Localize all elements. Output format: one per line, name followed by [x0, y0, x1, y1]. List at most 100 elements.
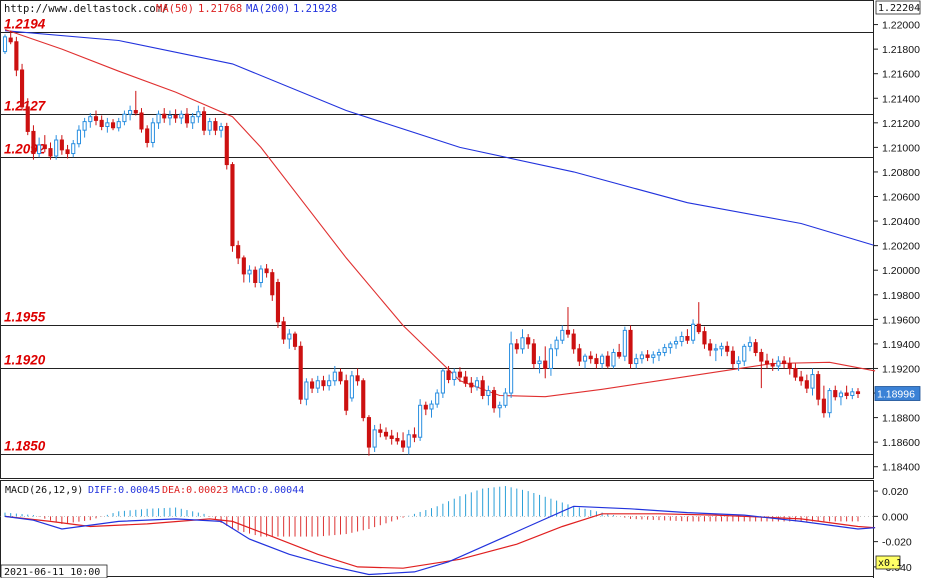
candle-body	[389, 435, 394, 439]
candle-body	[497, 404, 502, 409]
candle-body	[429, 403, 434, 410]
candle-body	[423, 404, 428, 410]
price-tick-label: 1.20400	[882, 216, 920, 228]
macd-axis-ticks: 0.0200.000-0.020-0.040	[873, 486, 912, 574]
candle-body	[93, 116, 99, 121]
candle-body	[54, 139, 59, 157]
candle-body	[236, 245, 241, 259]
price-tick-label: 1.22000	[882, 20, 920, 32]
candle-body	[668, 343, 673, 349]
candle-body	[622, 329, 627, 357]
candle-body	[543, 360, 548, 369]
price-tick-label: 1.19600	[882, 314, 920, 326]
candle-body	[742, 345, 747, 362]
candle-body	[190, 116, 195, 124]
price-tick-label: 1.20800	[882, 167, 920, 179]
price-tick-label: 1.18600	[882, 437, 920, 449]
candle-body	[582, 355, 588, 362]
candle-body	[509, 343, 514, 394]
candle-body	[14, 41, 19, 71]
candle-body	[315, 380, 320, 389]
candle-body	[401, 440, 406, 448]
header-ma200-value: 1.21928	[293, 3, 337, 15]
candle-body	[219, 126, 224, 131]
candle-body	[656, 351, 662, 356]
candle-body	[605, 355, 610, 367]
candle-body	[537, 360, 542, 365]
level-label: 1.2194	[4, 17, 46, 32]
timestamp-label: 2021-06-11 10:00	[4, 567, 100, 578]
zoom-label[interactable]: x0.1	[878, 558, 902, 569]
candle-body	[133, 110, 138, 114]
macd-tick-label: 0.000	[882, 511, 908, 523]
candle-body	[361, 380, 366, 419]
candle-body	[469, 382, 474, 388]
candle-body	[264, 268, 269, 274]
level-label: 1.1850	[4, 439, 46, 454]
candle-body	[213, 121, 218, 131]
price-tick-label: 1.18400	[882, 462, 920, 474]
candle-body	[588, 355, 593, 360]
header-source: http://www.deltastock.com/	[4, 3, 168, 15]
macd-tick-label: 0.020	[882, 486, 908, 498]
candle-body	[110, 122, 116, 129]
candle-body	[725, 345, 730, 352]
candle-body	[298, 345, 303, 400]
candle-body	[31, 130, 36, 155]
candle-body	[196, 111, 201, 118]
candle-body	[696, 323, 701, 333]
candle-body	[491, 390, 497, 409]
macd-tick-label: -0.020	[882, 537, 912, 549]
candle-body	[838, 392, 844, 398]
candle-body	[645, 354, 650, 358]
candle-body	[270, 272, 275, 296]
candle-body	[816, 374, 821, 400]
candle-body	[122, 113, 127, 123]
candle-body	[617, 351, 622, 357]
candle-body	[332, 371, 337, 382]
candle-body	[440, 370, 445, 394]
price-tick-label: 1.20000	[882, 265, 920, 277]
candle-body	[503, 392, 508, 406]
candle-body	[287, 333, 292, 340]
macd-macd-label: MACD:0.00044	[232, 485, 304, 496]
candle-body	[179, 113, 184, 119]
candle-body	[730, 350, 735, 365]
candle-body	[224, 126, 229, 166]
price-tick-label: 1.19400	[882, 339, 920, 351]
candle-body	[611, 351, 616, 367]
candle-body	[736, 360, 741, 365]
candle-body	[37, 144, 42, 155]
macd-group	[0, 486, 876, 576]
candle-body	[145, 128, 150, 143]
price-tick-label: 1.21400	[882, 93, 920, 105]
candle-body	[480, 380, 485, 396]
candle-body	[230, 164, 235, 247]
candle-body	[486, 390, 491, 396]
candle-body	[281, 321, 286, 340]
candle-body	[713, 348, 718, 351]
level-label: 1.1920	[4, 353, 46, 368]
macd-dea-line	[4, 513, 876, 569]
zoom-box[interactable]	[875, 555, 901, 570]
candle-body	[435, 392, 440, 405]
macd-panel-frame	[0, 480, 874, 577]
candle-body	[634, 358, 639, 365]
candle-body	[150, 122, 155, 143]
candle-body	[565, 329, 571, 335]
candle-body	[372, 429, 377, 448]
candle-body	[639, 354, 644, 360]
candle-body	[418, 404, 423, 438]
candle-body	[554, 339, 559, 350]
ma200-line	[4, 30, 876, 247]
candle-body	[258, 268, 263, 283]
header-ma50-value: 1.21768	[198, 3, 242, 15]
candle-body	[810, 374, 815, 389]
candle-body	[42, 144, 47, 150]
last-price-box	[874, 386, 921, 401]
candle-body	[747, 342, 753, 347]
candle-body	[76, 129, 81, 145]
candle-body	[139, 112, 144, 130]
candle-body	[383, 431, 389, 437]
candle-body	[548, 348, 553, 369]
